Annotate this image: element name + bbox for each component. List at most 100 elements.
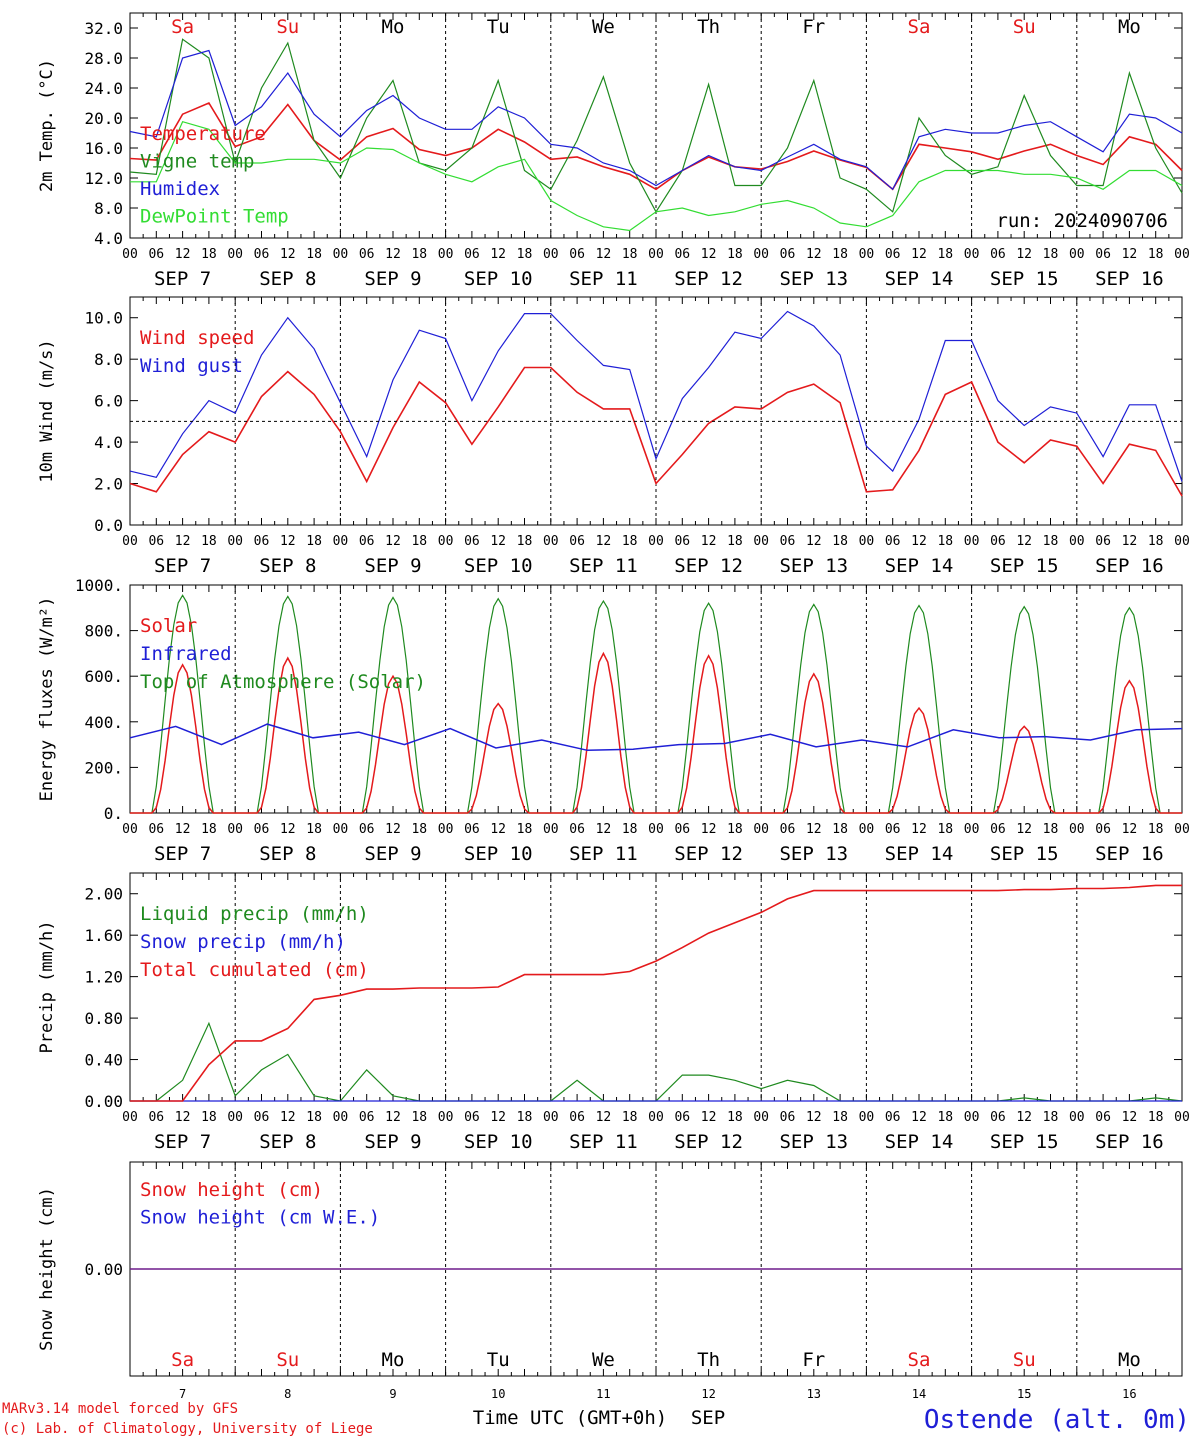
date-label: SEP 11 (569, 1131, 638, 1153)
hour-label: 12 (280, 1110, 296, 1125)
hour-label: 12 (280, 822, 296, 837)
hour-label: 18 (1148, 534, 1164, 549)
hour-label: 18 (306, 247, 322, 262)
hour-label: 06 (148, 247, 164, 262)
day-name: Fr (802, 16, 825, 38)
hour-label: 06 (1095, 822, 1111, 837)
hour-label: 06 (885, 534, 901, 549)
hour-label: 18 (517, 1110, 533, 1125)
hour-label: 06 (359, 822, 375, 837)
hour-label: 06 (569, 247, 585, 262)
day-name: Sa (171, 16, 194, 38)
hour-label: 18 (1148, 1110, 1164, 1125)
date-label: SEP 11 (569, 843, 638, 865)
hour-label: 18 (832, 1110, 848, 1125)
day-number: 13 (807, 1387, 821, 1401)
hour-label: 18 (622, 534, 638, 549)
date-label: SEP 16 (1095, 555, 1164, 577)
y-axis-label: Precip (mm/h) (37, 920, 57, 1053)
hour-label: 12 (175, 534, 191, 549)
y-tick-label: 6.0 (94, 392, 123, 411)
hour-label: 18 (937, 247, 953, 262)
day-name: Th (697, 16, 720, 38)
y-tick-label: 32.0 (84, 19, 123, 38)
series-line (129, 310, 1183, 482)
hour-label: 12 (701, 247, 717, 262)
hour-label: 00 (753, 534, 769, 549)
hour-label: 00 (1069, 1110, 1085, 1125)
hour-label: 00 (859, 1110, 875, 1125)
hour-label: 00 (1069, 822, 1085, 837)
hour-label: 06 (1095, 534, 1111, 549)
day-name: Su (1013, 1349, 1036, 1371)
panel-1: 32.0 28.0 24.0 20.0 16.0 12.0 8.0 4.0 2m Temp. (… (37, 12, 1190, 290)
day-number: 10 (491, 1387, 505, 1401)
date-label: SEP 13 (779, 1131, 848, 1153)
hour-label: 06 (254, 247, 270, 262)
hour-label: 06 (990, 534, 1006, 549)
y-tick-label: 0.80 (84, 1009, 123, 1028)
hour-label: 18 (1043, 247, 1059, 262)
hour-label: 18 (306, 1110, 322, 1125)
date-label: SEP 10 (464, 1131, 533, 1153)
hour-label: 06 (359, 1110, 375, 1125)
hour-label: 18 (1043, 534, 1059, 549)
y-tick-label: 10.0 (84, 309, 123, 328)
y-tick-label: 0.0 (94, 516, 123, 535)
legend-entry: Snow height (cm) (140, 1179, 323, 1201)
day-name: Fr (802, 1349, 825, 1371)
hour-label: 06 (569, 822, 585, 837)
day-name: Su (276, 16, 299, 38)
legend-entry: Top of Atmosphere (Solar) (140, 671, 426, 693)
date-label: SEP 12 (674, 555, 743, 577)
y-tick-label: 8.0 (94, 199, 123, 218)
hour-label: 00 (122, 822, 138, 837)
date-label: SEP 15 (990, 1131, 1059, 1153)
hour-label: 12 (806, 247, 822, 262)
day-name: Mo (1118, 1349, 1141, 1371)
hour-label: 00 (438, 534, 454, 549)
hour-label: 12 (385, 1110, 401, 1125)
legend-entry: Humidex (140, 178, 220, 200)
hour-label: 12 (596, 1110, 612, 1125)
hour-label: 18 (622, 822, 638, 837)
hour-label: 00 (859, 247, 875, 262)
series-group (129, 594, 1183, 814)
legend-entry: Infrared (140, 643, 232, 665)
y-tick-label: 8.0 (94, 350, 123, 369)
legend-entry: Wind gust (140, 355, 243, 377)
hour-label: 12 (1016, 534, 1032, 549)
hour-label: 12 (806, 1110, 822, 1125)
hour-label: 18 (411, 822, 427, 837)
hour-label: 00 (1069, 534, 1085, 549)
date-label: SEP 14 (885, 843, 954, 865)
date-label: SEP 15 (990, 843, 1059, 865)
day-name: Su (276, 1349, 299, 1371)
day-number: 14 (912, 1387, 926, 1401)
series-line (129, 49, 1183, 191)
y-tick-label: 12.0 (84, 169, 123, 188)
hour-label: 18 (937, 822, 953, 837)
hour-label: 12 (385, 534, 401, 549)
hour-label: 06 (674, 1110, 690, 1125)
y-tick-label: 0. (104, 804, 123, 823)
date-label: SEP 16 (1095, 843, 1164, 865)
hour-label: 18 (1148, 822, 1164, 837)
hour-label: 12 (911, 822, 927, 837)
series-group (129, 310, 1183, 497)
date-label: SEP 13 (779, 268, 848, 290)
hour-label: 12 (175, 247, 191, 262)
hour-label: 06 (148, 1110, 164, 1125)
hour-label: 00 (859, 534, 875, 549)
hour-label: 12 (806, 822, 822, 837)
date-label: SEP 7 (154, 1131, 211, 1153)
y-tick-label: 0.00 (84, 1260, 123, 1279)
series-line (129, 366, 1183, 497)
day-number: 7 (179, 1387, 186, 1401)
y-tick-label: 200. (84, 758, 123, 777)
hour-label: 00 (753, 1110, 769, 1125)
y-axis-label: Snow height (cm) (37, 1187, 57, 1351)
hour-label: 06 (254, 534, 270, 549)
day-number: 9 (389, 1387, 396, 1401)
